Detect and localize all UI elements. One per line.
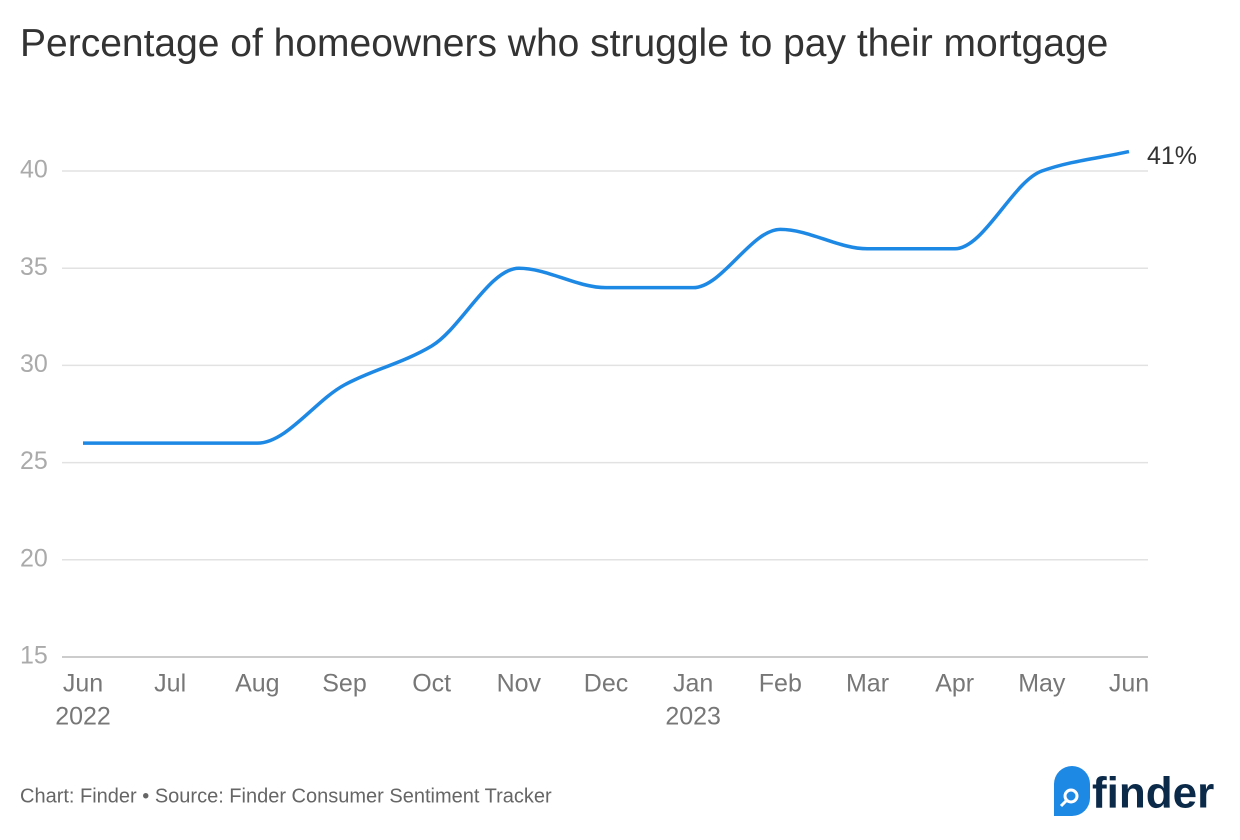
logo-text: finder — [1092, 769, 1214, 818]
logo: finder — [1054, 766, 1214, 818]
x-tick-label: Aug — [235, 670, 279, 698]
x-tick-label: Jan — [673, 670, 713, 698]
footer: Chart: Finder • Source: Finder Consumer … — [20, 785, 552, 807]
x-tick-label: Jul — [154, 670, 186, 698]
x-tick-label: Nov — [497, 670, 542, 698]
x-tick-label: Jun — [1109, 670, 1149, 698]
x-year-label: 2023 — [665, 703, 721, 731]
x-tick-label: Jun — [63, 670, 103, 698]
chart-title-group: Percentage of homeowners who struggle to… — [20, 22, 1108, 65]
x-tick-label: Oct — [412, 670, 451, 698]
chart-title: Percentage of homeowners who struggle to… — [20, 22, 1108, 65]
logo-icon-lens — [1063, 788, 1079, 804]
x-tick-label: Dec — [584, 670, 628, 698]
y-tick-label: 20 — [20, 544, 48, 572]
x-tick-label: Mar — [846, 670, 889, 698]
y-tick-label: 15 — [20, 642, 48, 670]
logo-icon-handle — [1059, 799, 1068, 808]
y-tick-label: 25 — [20, 447, 48, 475]
y-tick-label: 40 — [20, 156, 48, 184]
value-label: 41% — [1147, 142, 1197, 170]
x-tick-label: Feb — [759, 670, 802, 698]
y-tick-label: 35 — [20, 253, 48, 281]
data-line — [83, 149, 1130, 445]
x-tick-label: Sep — [322, 670, 366, 698]
x-tick-label: May — [1018, 670, 1066, 698]
x-tick-label: Apr — [935, 670, 974, 698]
x-year-label: 2022 — [55, 703, 111, 731]
y-tick-label: 30 — [20, 350, 48, 378]
